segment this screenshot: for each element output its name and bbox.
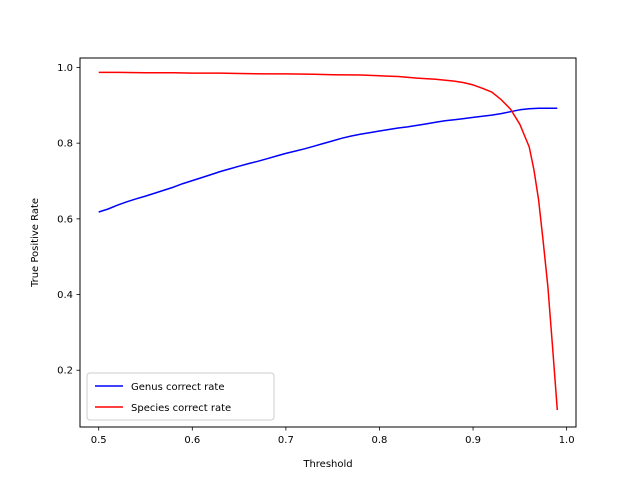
x-tick-label: 0.7 bbox=[278, 435, 294, 446]
x-tick-label: 0.5 bbox=[91, 435, 107, 446]
y-axis-label: True Positive Rate bbox=[30, 198, 41, 288]
series-layer bbox=[98, 71, 559, 411]
y-axis-ticks: 0.2 0.4 0.6 0.8 1.0 bbox=[57, 63, 80, 377]
y-tick-label: 0.6 bbox=[57, 214, 73, 225]
x-tick-label: 0.6 bbox=[184, 435, 200, 446]
legend-label-species: Species correct rate bbox=[131, 403, 231, 414]
legend-label-genus: Genus correct rate bbox=[131, 382, 224, 393]
legend-box bbox=[86, 372, 275, 421]
series-line-1 bbox=[98, 71, 559, 411]
series-line-0 bbox=[98, 107, 558, 213]
x-tick-label: 1.0 bbox=[559, 435, 575, 446]
y-tick-label: 0.2 bbox=[57, 366, 73, 377]
y-tick-label: 1.0 bbox=[57, 63, 73, 74]
x-tick-label: 0.9 bbox=[465, 435, 481, 446]
x-axis-ticks: 0.5 0.6 0.7 0.8 0.9 1.0 bbox=[91, 427, 575, 446]
y-tick-label: 0.4 bbox=[57, 290, 73, 301]
axes-frame bbox=[79, 57, 577, 428]
legend: Genus correct rate Species correct rate bbox=[86, 372, 275, 421]
x-axis-label: Threshold bbox=[302, 459, 352, 470]
x-tick-label: 0.8 bbox=[372, 435, 388, 446]
y-tick-label: 0.8 bbox=[57, 139, 73, 150]
